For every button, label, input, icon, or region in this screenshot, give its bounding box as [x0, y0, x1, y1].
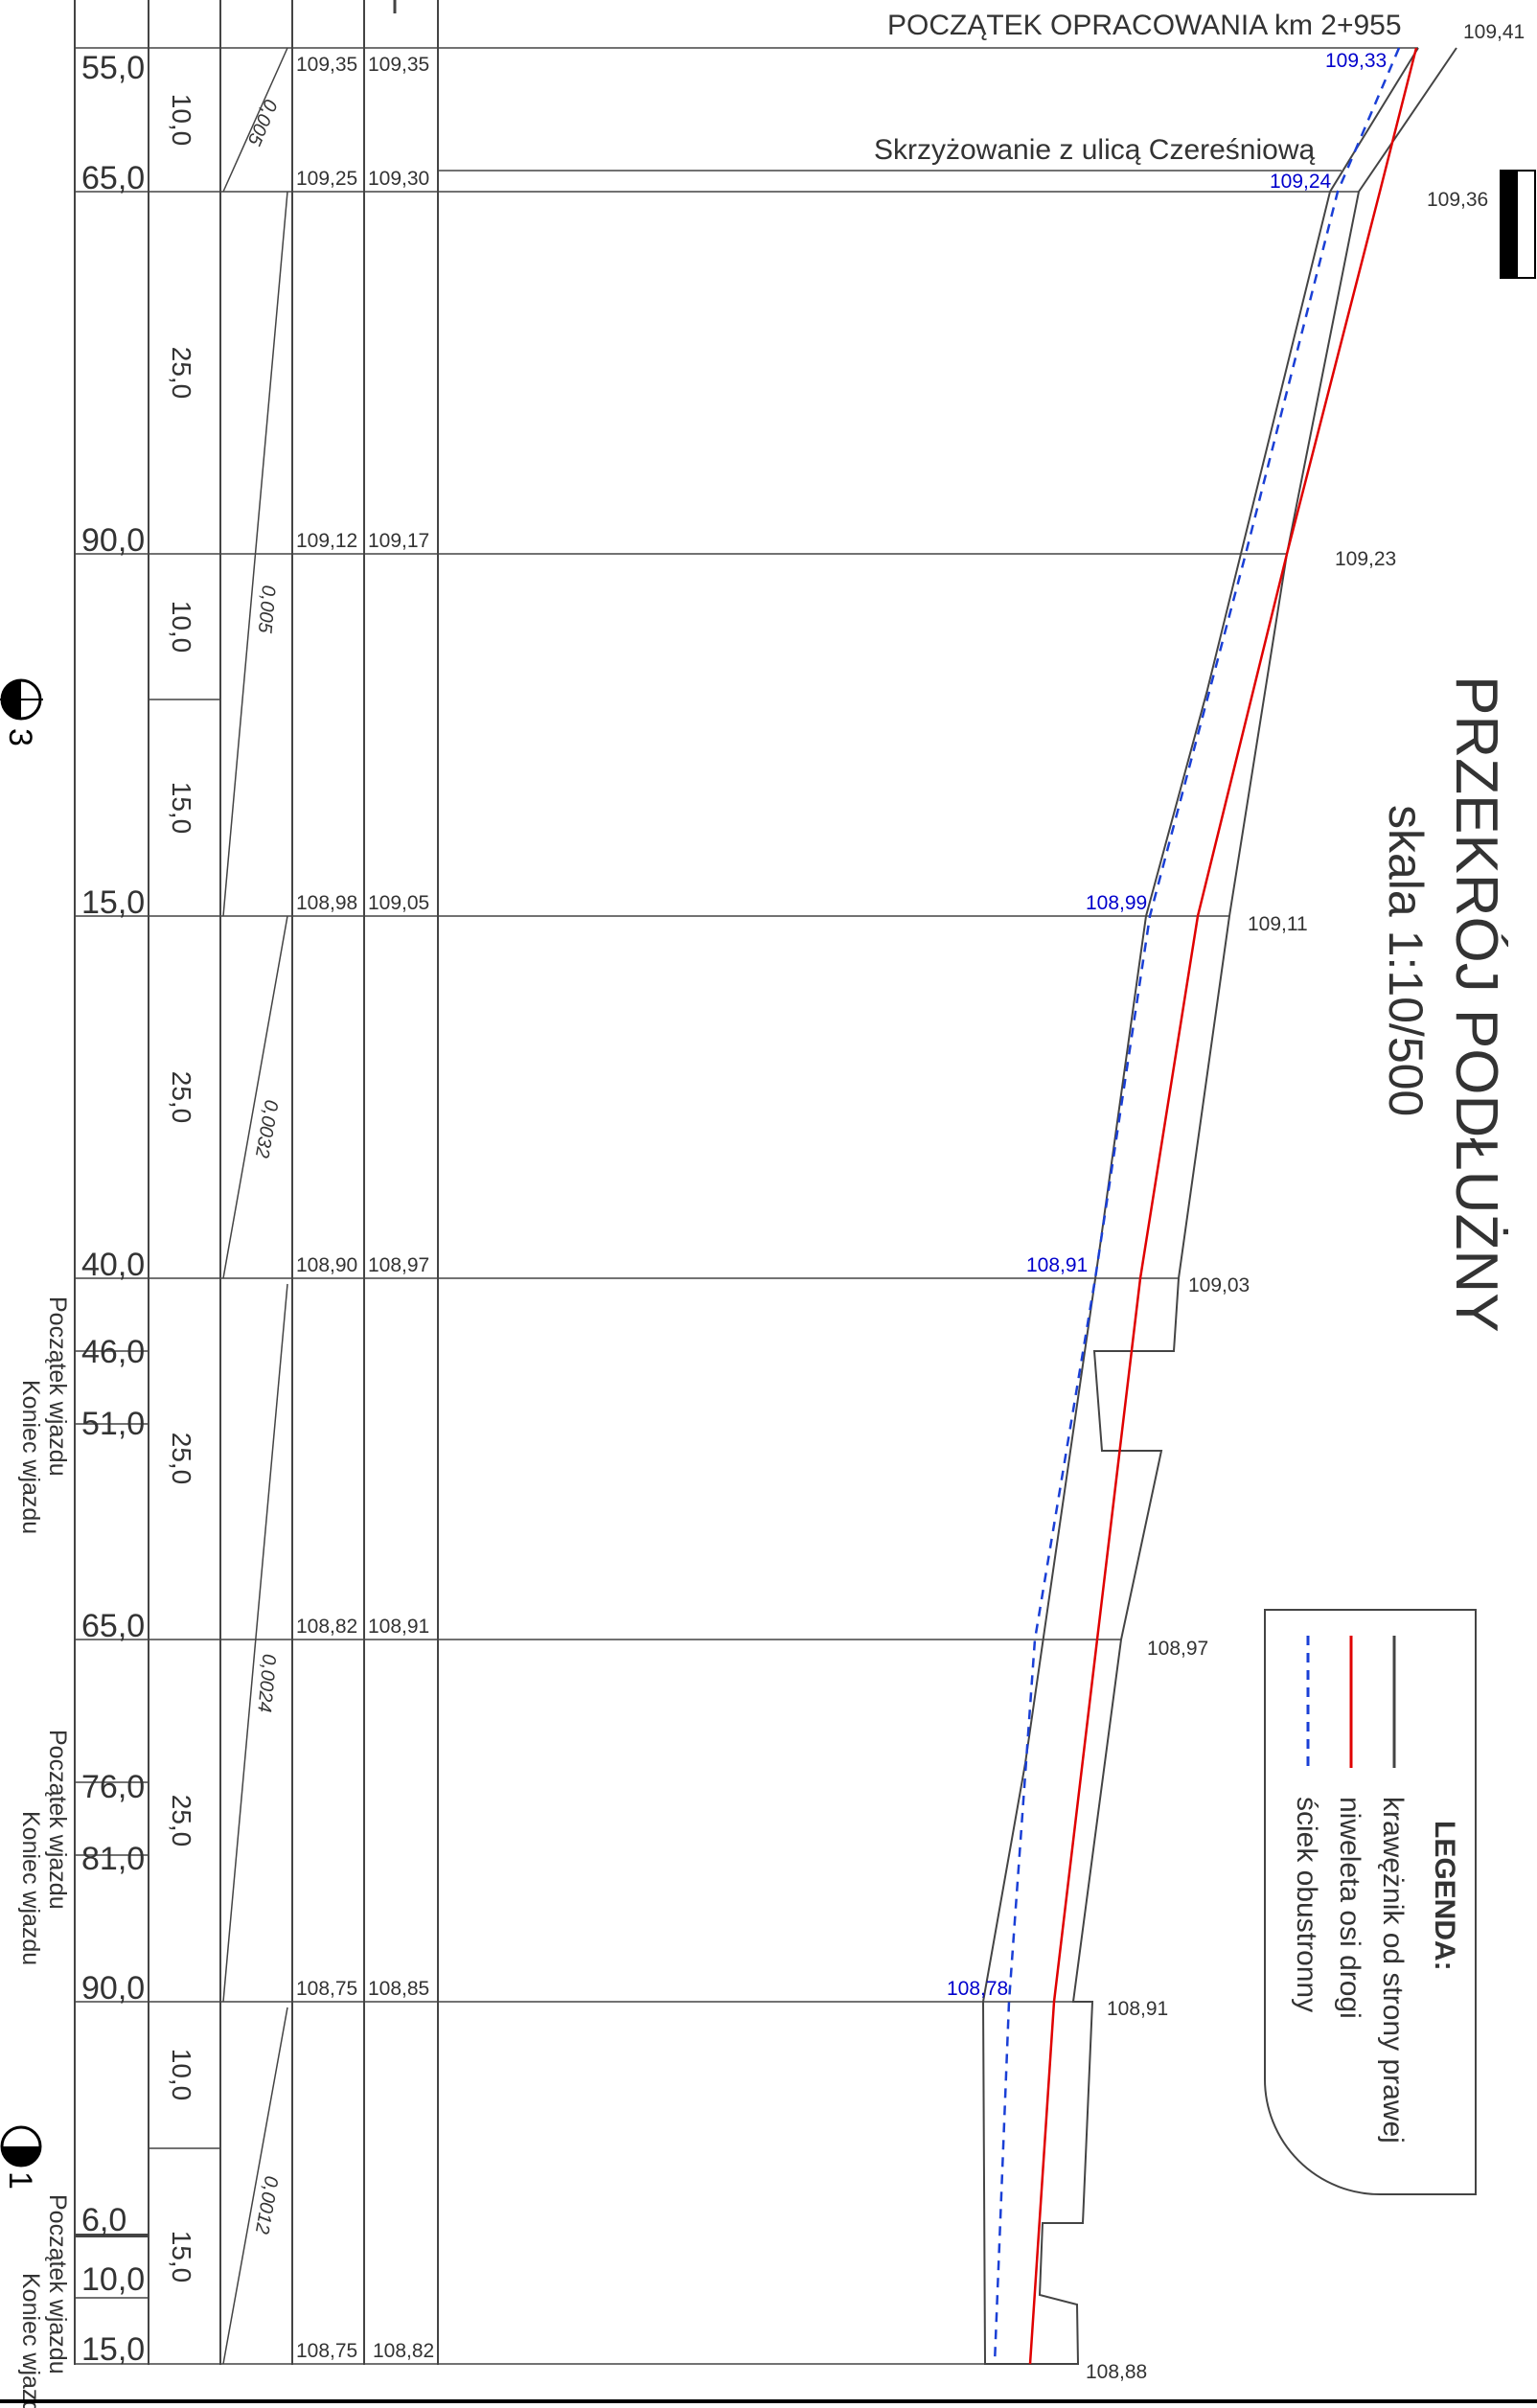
slope-label: 0,0032	[251, 1098, 282, 1159]
station-labels: 55,0 65,0 90,0 15,0 40,0 46,0 51,0 65,0 …	[81, 50, 145, 2368]
station-label: 10,0	[81, 2261, 145, 2298]
distance-label: 15,0	[167, 782, 196, 835]
section-marker-3: 3	[0, 678, 43, 746]
elev-b: 108,91	[368, 1616, 429, 1638]
intersection-label: Skrzyżowanie z ulicą Czereśniową	[874, 134, 1315, 166]
driveway-labels: Początek wjazdu Koniec wjazdu Początek w…	[17, 1296, 71, 2408]
elev-a: 109,12	[296, 530, 357, 552]
station-label: 15,0	[81, 884, 145, 921]
curb-label: 109,41	[1463, 21, 1525, 43]
slope-label: 0,0024	[253, 1653, 279, 1713]
station-label: 55,0	[81, 50, 145, 86]
station-label: 81,0	[81, 1841, 145, 1877]
legend: LEGENDA: krawężnik od strony prawej niwe…	[1264, 1609, 1477, 2195]
gutter-label: 108,99	[1086, 892, 1147, 914]
elev-a: 108,82	[296, 1616, 357, 1638]
curb-label: 109,36	[1427, 189, 1488, 211]
distance-label: 25,0	[167, 1795, 196, 1847]
station-label: 46,0	[81, 1334, 145, 1370]
elev-a: 109,35	[296, 54, 357, 76]
curb-line	[981, 47, 1457, 2365]
station-label: 90,0	[81, 522, 145, 559]
station-label: 40,0	[81, 1247, 145, 1283]
slope-label: 0,005	[254, 585, 279, 635]
station-label: 65,0	[81, 160, 145, 196]
driveway-start: Początek wjazdu	[44, 2194, 71, 2374]
elev-b: 108,85	[368, 1978, 429, 2000]
curb-label: 109,03	[1188, 1274, 1250, 1296]
slope-diagonals	[222, 47, 288, 2365]
curb-label: 108,88	[1086, 2361, 1147, 2383]
distance-label: 25,0	[167, 1071, 196, 1124]
station-label: 6,0	[81, 2202, 126, 2238]
scale-bar	[1500, 170, 1536, 279]
elev-a: 108,98	[296, 892, 357, 914]
gutter-label: 109,33	[1325, 50, 1387, 72]
station-label: 15,0	[81, 2331, 145, 2368]
curb-label: 108,97	[1147, 1638, 1208, 1660]
elev-a: 108,75	[296, 2340, 357, 2362]
elev-a: 109,25	[296, 168, 357, 190]
legend-item-label: niweleta osi drogi	[1334, 1797, 1365, 2019]
legend-title: LEGENDA:	[1429, 1821, 1460, 1971]
driveway-start: Początek wjazdu	[44, 1296, 71, 1477]
elev-b: 108,97	[368, 1254, 429, 1276]
start-label: POCZĄTEK OPRACOWANIA km 2+955	[887, 10, 1402, 41]
curb-label: 109,23	[1335, 548, 1396, 570]
driveway-start: Początek wjazdu	[44, 1730, 71, 1910]
distance-label: 10,0	[167, 2049, 196, 2101]
gutter-label: 108,91	[1026, 1254, 1088, 1276]
distances: 10,0 25,0 10,0 15,0 25,0 25,0 25,0 10,0 …	[167, 94, 196, 2283]
gutter-label: 109,24	[1270, 171, 1332, 193]
band-table	[74, 0, 439, 2365]
page-title: PRZEKRÓJ PODŁUŻNY	[1443, 676, 1509, 1333]
station-label: 65,0	[81, 1608, 145, 1644]
distance-label: 10,0	[167, 94, 196, 147]
driveway-end: Koniec wjazdu	[17, 2273, 44, 2408]
station-label: 51,0	[81, 1406, 145, 1442]
elev-b: 109,35	[368, 54, 429, 76]
station-label: 76,0	[81, 1769, 145, 1805]
legend-item-label: krawężnik od strony prawej	[1377, 1797, 1409, 2144]
curb-label: 108,91	[1107, 1998, 1168, 2020]
section-marker-1: 1	[0, 2125, 42, 2190]
slopes: 0,005 0,005 0,0032 0,0024 0,0012	[242, 96, 282, 2236]
distance-label: 25,0	[167, 1433, 196, 1485]
legend-item-label: ściek obustronny	[1291, 1797, 1322, 2012]
distance-label: 25,0	[167, 347, 196, 400]
station-grid	[75, 47, 438, 2365]
axis-line	[1028, 47, 1418, 2365]
distance-label: 15,0	[167, 2231, 196, 2283]
curb-label: 109,11	[1248, 913, 1308, 935]
distance-label: 10,0	[167, 601, 196, 654]
elev-a: 108,75	[296, 1978, 357, 2000]
page-subtitle: skala 1:10/500	[1379, 805, 1433, 1116]
slope-label: 0,005	[242, 96, 281, 149]
gutter-line	[993, 47, 1401, 2365]
section-marker-number: 3	[2, 728, 38, 746]
gutter-labels: 109,33 109,24 108,99 108,91 108,78	[947, 50, 1387, 2000]
elev-b: 109,30	[368, 168, 429, 190]
elev-b: 109,17	[368, 530, 429, 552]
driveway-end: Koniec wjazdu	[17, 1811, 44, 1965]
profile-lines	[981, 47, 1457, 2365]
elevations: 109,35 109,35 109,25 109,30 109,12 109,1…	[296, 54, 434, 2362]
gutter-label: 108,78	[947, 1978, 1008, 2000]
station-label: 90,0	[81, 1970, 145, 2007]
elev-b: 108,82	[373, 2340, 434, 2362]
elev-b: 109,05	[368, 892, 429, 914]
driveway-end: Koniec wjazdu	[17, 1380, 44, 1534]
elev-a: 108,90	[296, 1254, 357, 1276]
curb-labels: 109,41 109,36 109,23 109,11 109,03 108,9…	[1086, 21, 1525, 2383]
section-marker-number: 1	[2, 2171, 38, 2190]
